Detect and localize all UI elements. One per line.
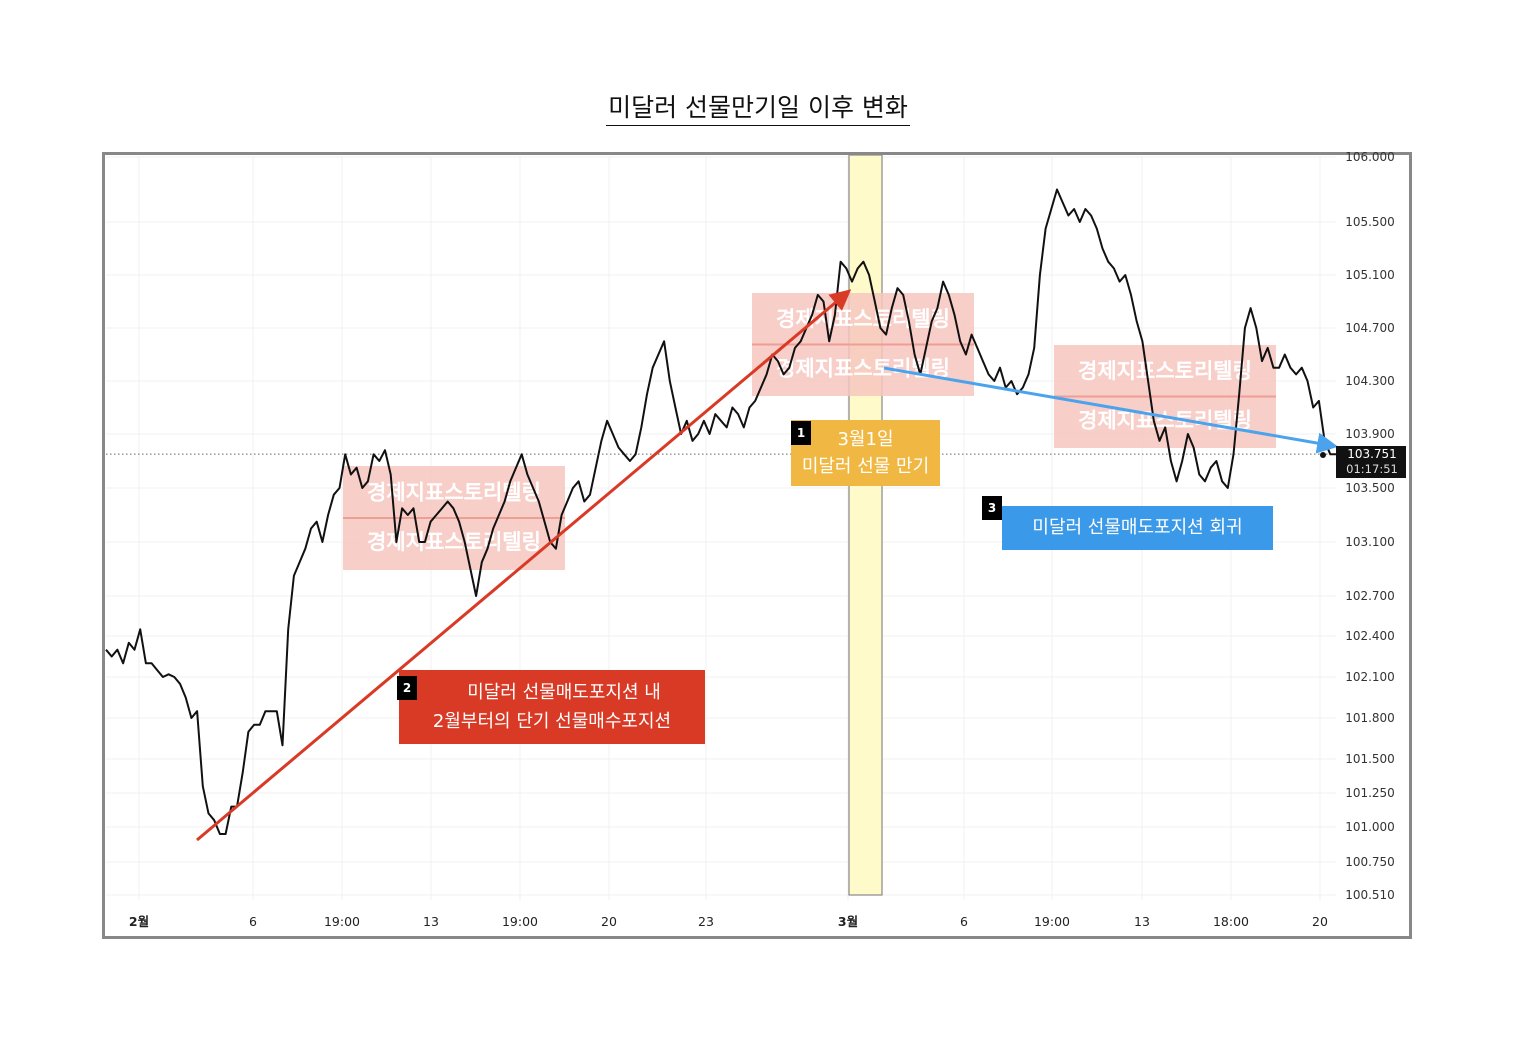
y-tick-label: 102.100 <box>1345 670 1395 684</box>
y-tick-label: 103.500 <box>1345 481 1395 495</box>
annotation-2: 미달러 선물매도포지션 내 2월부터의 단기 선물매수포지션 <box>399 670 705 744</box>
y-tick-label: 103.100 <box>1345 535 1395 549</box>
arrows <box>196 289 1339 842</box>
current-price-value: 103.751 <box>1347 447 1397 461</box>
y-tick-label: 100.510 <box>1345 888 1395 902</box>
x-tick-label: 13 <box>1134 914 1150 929</box>
x-tick-label: 20 <box>601 914 617 929</box>
down-trend-arrow <box>883 366 1339 454</box>
y-axis-ticks: 106.000 105.500 105.100 104.700 104.300 103.9… <box>1345 150 1395 902</box>
y-tick-label: 103.900 <box>1345 427 1395 441</box>
annotation-2-line2: 2월부터의 단기 선물매수포지션 <box>432 711 672 732</box>
x-tick-label: 19:00 <box>1034 914 1070 929</box>
x-axis-ticks: 2월 6 19:00 13 19:00 20 23 3월 6 19:00 13 18:00 20 <box>129 914 1328 929</box>
annotation-1-line1: 3월1일 <box>837 429 894 450</box>
x-tick-label: 18:00 <box>1213 914 1249 929</box>
x-tick-label: 20 <box>1312 914 1328 929</box>
chart-title: 미달러 선물만기일 이후 변화 <box>0 88 1516 126</box>
x-tick-label: 6 <box>960 914 968 929</box>
chart-frame <box>102 152 1412 939</box>
annotation-3-line1: 미달러 선물매도포지션 회귀 <box>1032 517 1243 538</box>
annotation-3: 미달러 선물매도포지션 회귀 <box>1002 506 1273 550</box>
x-tick-label: 3월 <box>838 914 858 929</box>
badge-3: 3 <box>982 496 1002 520</box>
watermark-text: 경제지표스토리텔링 <box>367 480 541 504</box>
watermark-text: 경제지표스토리텔링 <box>776 307 950 331</box>
price-line <box>105 188 1336 835</box>
badge-1-overlay: 1 <box>791 421 811 445</box>
x-tick-label: 13 <box>423 914 439 929</box>
annotation-1-line2: 미달러 선물 만기 <box>801 456 930 477</box>
x-tick-label: 6 <box>249 914 257 929</box>
y-tick-label: 104.300 <box>1345 374 1395 388</box>
x-tick-label: 19:00 <box>324 914 360 929</box>
x-tick-label: 2월 <box>129 914 149 929</box>
y-tick-label: 106.000 <box>1345 150 1395 164</box>
watermark-text: 경제지표스토리텔링 <box>367 530 541 554</box>
y-tick-label: 105.100 <box>1345 268 1395 282</box>
annotation-2-line1: 미달러 선물매도포지션 내 <box>467 682 661 703</box>
y-tick-label: 101.500 <box>1345 752 1395 766</box>
y-tick-label: 101.000 <box>1345 820 1395 834</box>
expiry-highlight-band <box>848 154 883 896</box>
current-price-dot <box>1320 452 1326 458</box>
y-tick-label: 104.700 <box>1345 321 1395 335</box>
y-tick-label: 101.250 <box>1345 786 1395 800</box>
y-tick-label: 105.500 <box>1345 215 1395 229</box>
current-price-label: 103.751 01:17:51 <box>1336 446 1406 478</box>
annotation-1: 3월1일 미달러 선물 만기 <box>791 420 940 486</box>
watermark-text: 경제지표스토리텔링 <box>1078 359 1252 383</box>
y-tick-label: 100.750 <box>1345 855 1395 869</box>
y-tick-label: 101.800 <box>1345 711 1395 725</box>
badge-2: 2 <box>397 676 417 700</box>
y-tick-label: 102.400 <box>1345 629 1395 643</box>
current-price-time: 01:17:51 <box>1346 462 1398 476</box>
up-trend-arrow <box>196 289 852 842</box>
x-tick-label: 23 <box>698 914 714 929</box>
x-tick-label: 19:00 <box>502 914 538 929</box>
y-tick-label: 102.700 <box>1345 589 1395 603</box>
